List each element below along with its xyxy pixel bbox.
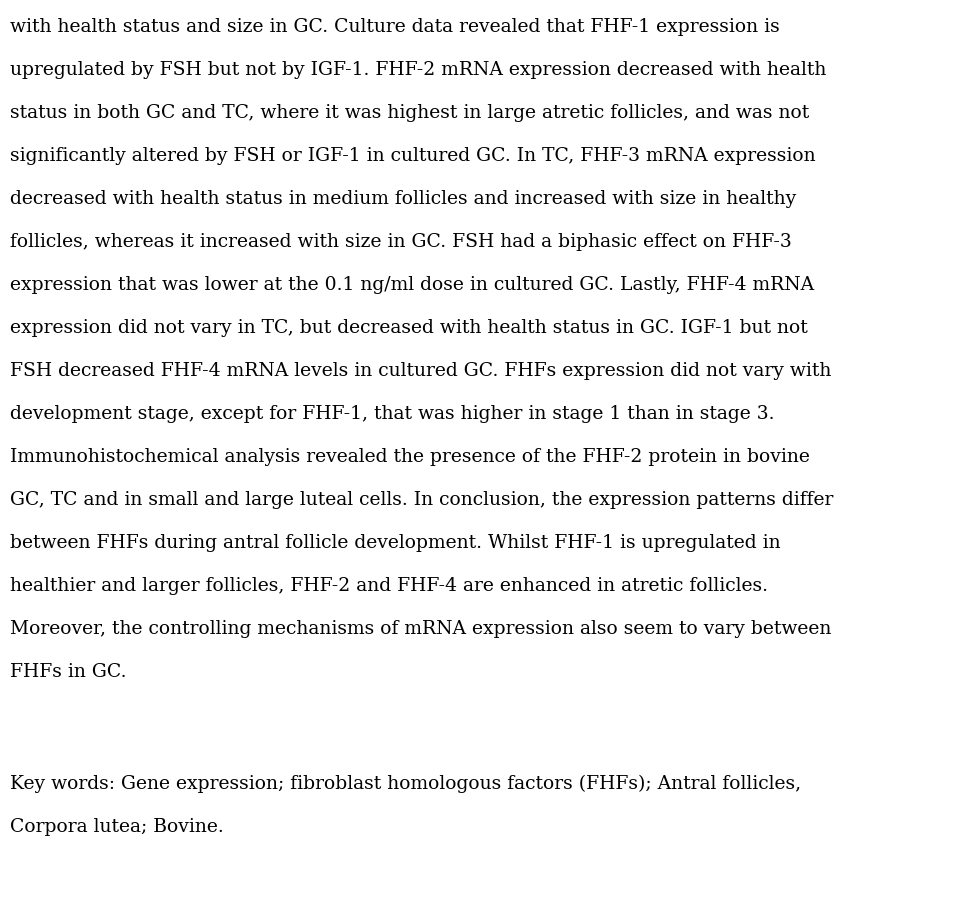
Text: with health status and size in GC. Culture data revealed that FHF-1 expression i: with health status and size in GC. Cultu… bbox=[10, 18, 780, 36]
Text: significantly altered by FSH or IGF-1 in cultured GC. In TC, FHF-3 mRNA expressi: significantly altered by FSH or IGF-1 in… bbox=[10, 147, 816, 165]
Text: Moreover, the controlling mechanisms of mRNA expression also seem to vary betwee: Moreover, the controlling mechanisms of … bbox=[10, 619, 831, 638]
Text: expression did not vary in TC, but decreased with health status in GC. IGF-1 but: expression did not vary in TC, but decre… bbox=[10, 319, 807, 337]
Text: FSH decreased FHF-4 mRNA levels in cultured GC. FHFs expression did not vary wit: FSH decreased FHF-4 mRNA levels in cultu… bbox=[10, 362, 831, 380]
Text: FHFs in GC.: FHFs in GC. bbox=[10, 662, 127, 681]
Text: decreased with health status in medium follicles and increased with size in heal: decreased with health status in medium f… bbox=[10, 189, 796, 208]
Text: follicles, whereas it increased with size in GC. FSH had a biphasic effect on FH: follicles, whereas it increased with siz… bbox=[10, 232, 792, 251]
Text: Corpora lutea; Bovine.: Corpora lutea; Bovine. bbox=[10, 817, 224, 835]
Text: development stage, except for FHF-1, that was higher in stage 1 than in stage 3.: development stage, except for FHF-1, tha… bbox=[10, 404, 775, 423]
Text: Key words: Gene expression; fibroblast homologous factors (FHFs); Antral follicl: Key words: Gene expression; fibroblast h… bbox=[10, 774, 802, 793]
Text: upregulated by FSH but not by IGF-1. FHF-2 mRNA expression decreased with health: upregulated by FSH but not by IGF-1. FHF… bbox=[10, 61, 827, 79]
Text: expression that was lower at the 0.1 ng/ml dose in cultured GC. Lastly, FHF-4 mR: expression that was lower at the 0.1 ng/… bbox=[10, 276, 814, 293]
Text: Immunohistochemical analysis revealed the presence of the FHF-2 protein in bovin: Immunohistochemical analysis revealed th… bbox=[10, 447, 810, 466]
Text: GC, TC and in small and large luteal cells. In conclusion, the expression patter: GC, TC and in small and large luteal cel… bbox=[10, 490, 833, 508]
Text: between FHFs during antral follicle development. Whilst FHF-1 is upregulated in: between FHFs during antral follicle deve… bbox=[10, 534, 780, 551]
Text: healthier and larger follicles, FHF-2 and FHF-4 are enhanced in atretic follicle: healthier and larger follicles, FHF-2 an… bbox=[10, 577, 768, 594]
Text: status in both GC and TC, where it was highest in large atretic follicles, and w: status in both GC and TC, where it was h… bbox=[10, 104, 809, 122]
